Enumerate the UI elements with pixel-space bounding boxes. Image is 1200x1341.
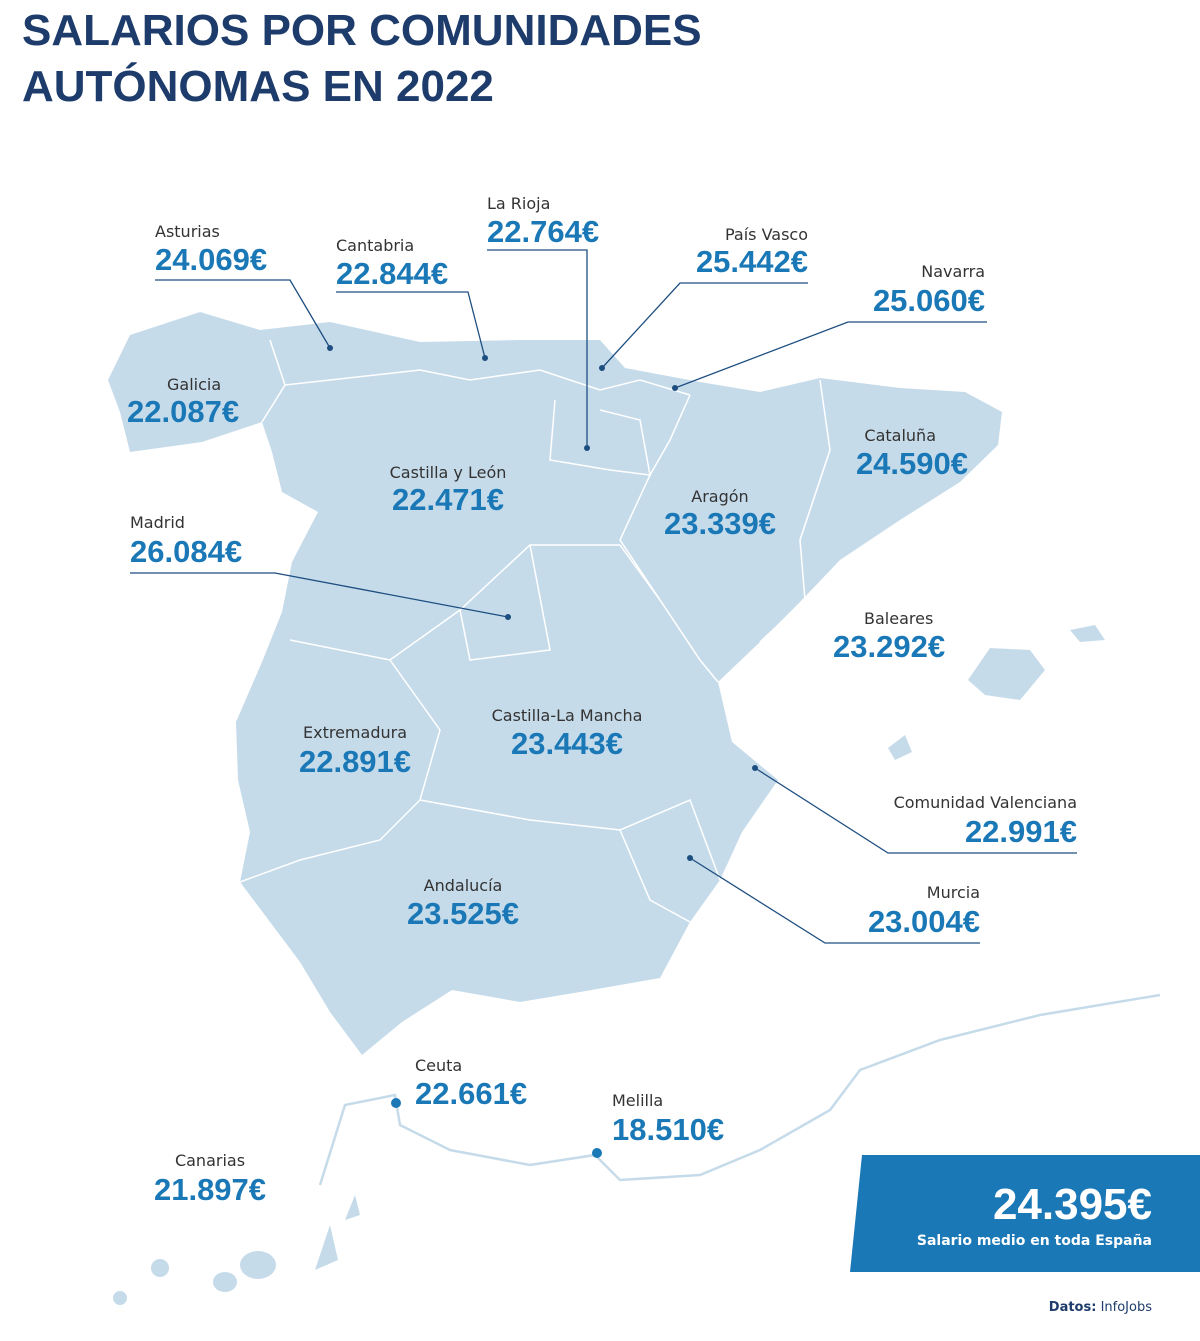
region-name: Madrid (130, 513, 185, 532)
region-name: Navarra (921, 262, 985, 281)
leader-line (674, 321, 987, 389)
dot (584, 445, 590, 451)
leader-line (601, 282, 808, 369)
dot (599, 365, 605, 371)
region-salary: 23.339€ (664, 506, 776, 541)
dot (687, 855, 693, 861)
average-value: 24.395€ (993, 1180, 1152, 1229)
border (239, 659, 441, 883)
region-salary: 25.060€ (873, 283, 985, 318)
region-name: Castilla y León (390, 463, 507, 482)
region-salary: 23.004€ (868, 904, 980, 939)
region-salary: 26.084€ (130, 534, 242, 569)
region-salary: 22.764€ (487, 214, 599, 249)
island (151, 1259, 169, 1277)
peninsula (108, 312, 1002, 1055)
region-name: Melilla (612, 1091, 663, 1110)
island (113, 1291, 127, 1305)
region-salary: 24.069€ (155, 242, 267, 277)
border (289, 544, 661, 661)
region-salary: 22.991€ (965, 814, 1077, 849)
title: SALARIOS POR COMUNIDADES (22, 6, 702, 55)
region-salary: 23.292€ (833, 629, 945, 664)
leader-line (155, 279, 331, 349)
region-salary: 21.897€ (154, 1172, 266, 1207)
region-name: Aragón (691, 487, 748, 506)
source-label: Datos: (1049, 1300, 1097, 1315)
region-name: Baleares (864, 609, 933, 628)
source-name: InfoJobs (1101, 1300, 1153, 1315)
region-name: Murcia (927, 883, 980, 902)
region-salary: 22.844€ (336, 256, 448, 291)
border (284, 369, 691, 396)
leader-line (689, 857, 980, 944)
title: AUTÓNOMAS EN 2022 (22, 61, 494, 111)
region-name: Andalucía (424, 876, 503, 895)
leader-line (130, 572, 509, 618)
dot (327, 345, 333, 351)
region-salary: 24.590€ (856, 446, 968, 481)
region-salary: 22.661€ (415, 1076, 527, 1111)
region-salary: 25.442€ (696, 244, 808, 279)
leader-line (336, 291, 486, 359)
dot (505, 614, 511, 620)
border (619, 394, 719, 683)
border (759, 379, 831, 643)
island (240, 1251, 276, 1279)
leader-line (487, 249, 588, 448)
dot (752, 765, 758, 771)
region-name: Asturias (155, 222, 220, 241)
island (213, 1272, 237, 1292)
region-salary: 22.471€ (392, 482, 504, 517)
region-salary: 18.510€ (612, 1112, 724, 1147)
leaders (130, 249, 1077, 1158)
island (345, 1195, 360, 1220)
island (1070, 625, 1105, 642)
island (315, 1225, 338, 1270)
island (888, 735, 912, 760)
region-name: Galicia (167, 375, 221, 394)
border (459, 544, 551, 661)
region-salary: 22.087€ (127, 394, 239, 429)
region-name: La Rioja (487, 194, 550, 213)
source: Datos: InfoJobs (1049, 1300, 1152, 1315)
region-salary: 23.525€ (407, 896, 519, 931)
island (968, 648, 1045, 700)
region-name: Cantabria (336, 236, 414, 255)
map (108, 312, 1161, 1305)
leader-line (754, 767, 1077, 854)
region-salary: 22.891€ (299, 744, 411, 779)
region-name: Ceuta (415, 1056, 462, 1075)
dot (482, 355, 488, 361)
average-label: Salario medio en toda España (917, 1233, 1152, 1249)
region-name: Comunidad Valenciana (894, 793, 1077, 812)
region-salary: 23.443€ (511, 726, 623, 761)
border (549, 399, 651, 476)
labels: Asturias 24.069€ Cantabria 22.844€ La Ri… (127, 194, 1077, 1207)
region-name: Castilla-La Mancha (492, 706, 643, 725)
region-name: Canarias (175, 1151, 245, 1170)
dot (592, 1148, 602, 1158)
region-name: Extremadura (303, 723, 407, 742)
region-name: Cataluña (864, 426, 936, 445)
dot (672, 385, 678, 391)
average-box (850, 1155, 1200, 1272)
border (619, 829, 691, 923)
dot (391, 1098, 401, 1108)
region-name: País Vasco (725, 225, 808, 244)
